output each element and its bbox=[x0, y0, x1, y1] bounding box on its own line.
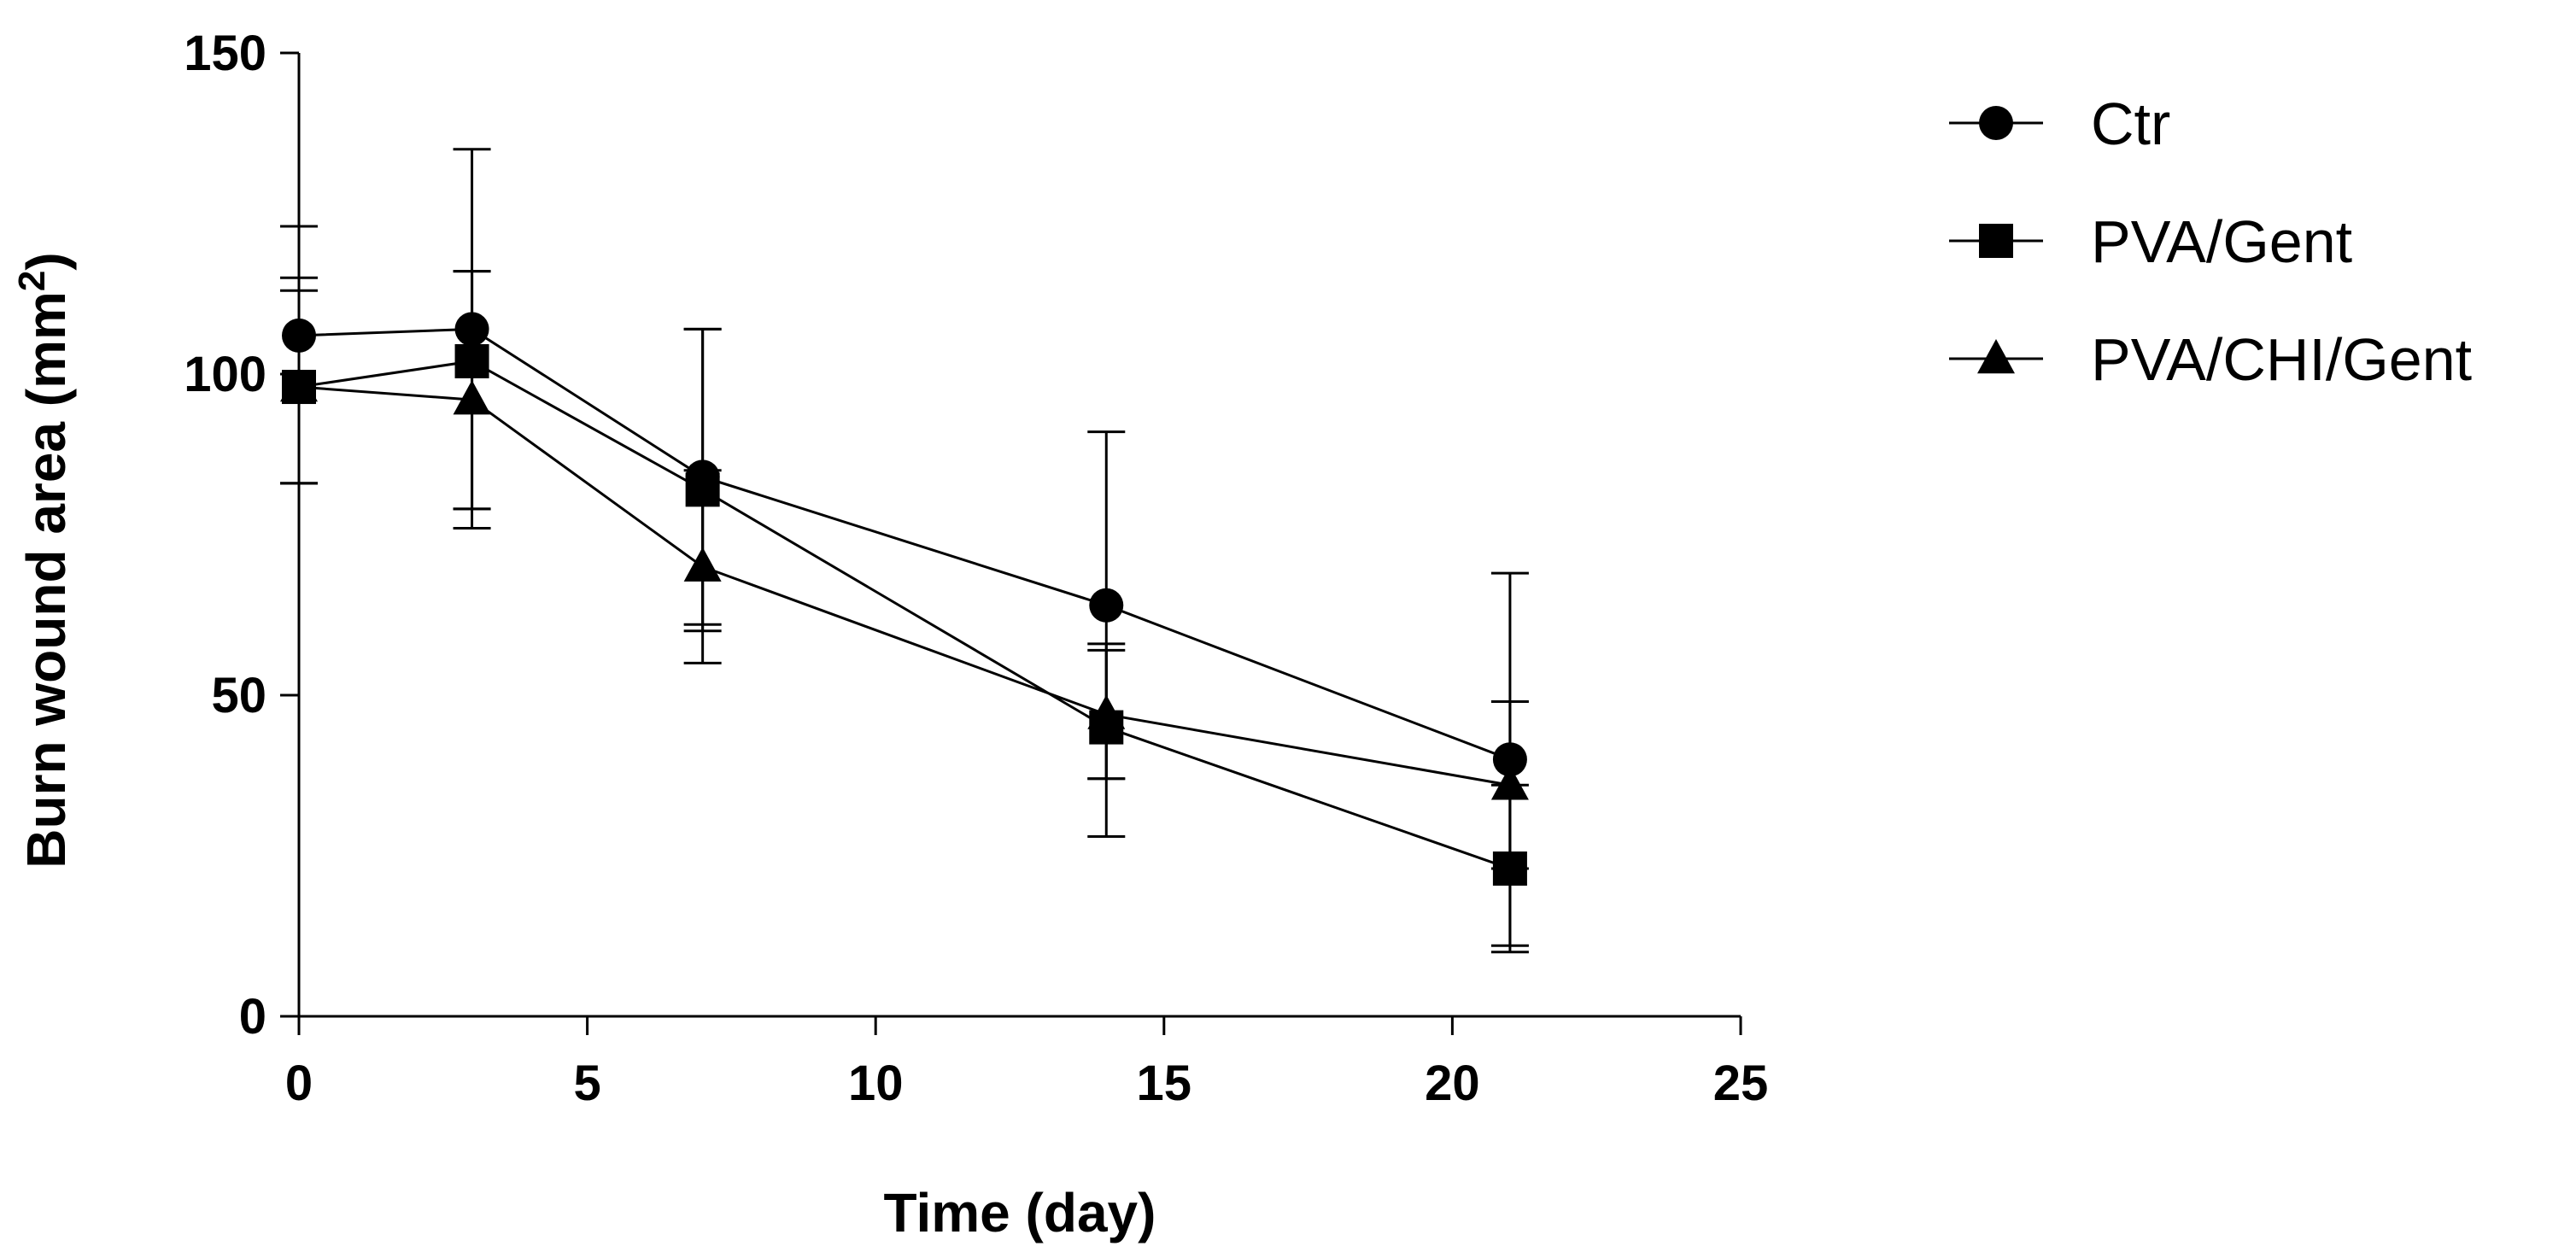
plot-series bbox=[280, 148, 1529, 954]
data-point-triangle bbox=[280, 367, 318, 402]
x-tick-label: 20 bbox=[1425, 1056, 1480, 1111]
y-axis-label-superscript: 2 bbox=[11, 271, 53, 291]
y-tick-label: 50 bbox=[211, 668, 266, 723]
legend-item: PVA/Gent bbox=[1949, 208, 2352, 275]
legend: Ctr PVA/Gent PVA/CHI/Gent bbox=[1949, 91, 2472, 393]
legend-label: PVA/CHI/Gent bbox=[2091, 326, 2472, 393]
x-tick-label: 10 bbox=[848, 1056, 904, 1111]
series-line bbox=[298, 385, 1511, 787]
data-point-triangle bbox=[1490, 765, 1529, 800]
x-ticks: 0 5 10 15 20 25 bbox=[285, 1016, 1768, 1111]
legend-item: PVA/CHI/Gent bbox=[1949, 326, 2472, 393]
x-tick-label: 5 bbox=[573, 1056, 600, 1111]
legend-marker-triangle bbox=[1977, 339, 2015, 374]
legend-marker-circle bbox=[1979, 106, 2013, 140]
x-tick-label: 0 bbox=[285, 1056, 313, 1111]
legend-item: Ctr bbox=[1949, 91, 2170, 157]
data-point-triangle bbox=[683, 547, 722, 582]
y-tick-label: 150 bbox=[184, 26, 266, 81]
series-line bbox=[298, 327, 1511, 761]
y-axis-label-close: ) bbox=[15, 252, 77, 270]
series-circle bbox=[280, 148, 1529, 947]
y-tick-label: 0 bbox=[239, 989, 266, 1044]
legend-marker-square bbox=[1979, 224, 2013, 258]
x-tick-label: 25 bbox=[1713, 1056, 1769, 1111]
series-line bbox=[298, 360, 1511, 870]
y-ticks: 0 50 100 150 bbox=[184, 26, 299, 1044]
data-point-triangle bbox=[453, 380, 491, 415]
y-tick-label: 100 bbox=[184, 347, 266, 402]
y-axis-label: Burn wound area (mm2) bbox=[11, 252, 78, 868]
axes: 0 50 100 150 0 5 10 15 20 25 bbox=[184, 26, 1768, 1111]
series-triangle bbox=[280, 270, 1529, 870]
y-axis-label-main: Burn wound area (mm bbox=[15, 291, 77, 869]
legend-label: PVA/Gent bbox=[2091, 208, 2352, 275]
legend-label: Ctr bbox=[2091, 91, 2170, 157]
data-point-triangle bbox=[1087, 694, 1126, 729]
series-square bbox=[280, 270, 1529, 954]
x-tick-label: 15 bbox=[1137, 1056, 1192, 1111]
data-point-circle bbox=[1089, 588, 1124, 623]
x-axis-label: Time (day) bbox=[884, 1182, 1156, 1243]
